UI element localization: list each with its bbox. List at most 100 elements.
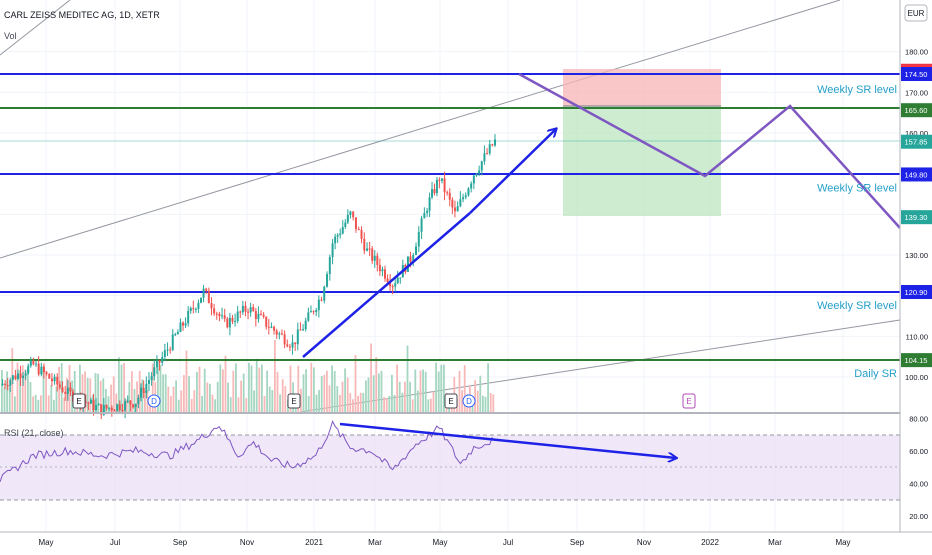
projected-path[interactable]: [518, 72, 901, 229]
candle-body: [169, 349, 172, 351]
candle-body: [50, 378, 53, 382]
candle-body: [4, 383, 7, 386]
volume-bar: [281, 379, 284, 412]
volume-bar: [484, 396, 487, 412]
volume-bar: [11, 348, 14, 412]
earnings-marker[interactable]: E: [72, 393, 86, 409]
candle-body: [354, 217, 357, 230]
candle-body: [207, 290, 210, 304]
volume-bar: [417, 390, 419, 412]
candle-body: [428, 197, 431, 211]
candle-body: [480, 161, 483, 171]
earnings-marker[interactable]: E: [287, 393, 301, 409]
candle-body: [48, 373, 51, 379]
volume-bar: [214, 399, 216, 412]
price-level-value: 174.50: [905, 70, 928, 79]
candle-body: [9, 379, 12, 386]
candle-body: [241, 305, 244, 313]
candle-body: [341, 227, 344, 234]
channel-upper-line[interactable]: [0, 0, 841, 259]
rsi-tick-label: 80.00: [909, 414, 928, 423]
candle-body: [331, 243, 334, 258]
volume-bar: [328, 385, 331, 412]
rsi-label[interactable]: RSI (21, close): [4, 428, 64, 438]
candle-body: [202, 288, 205, 298]
volume-bar: [138, 370, 141, 412]
dividend-marker[interactable]: D: [147, 394, 161, 408]
candle-body: [187, 311, 190, 324]
volume-bar: [34, 394, 37, 412]
time-tick-label: Sep: [173, 538, 188, 547]
candle-body: [166, 349, 169, 351]
projection-arrow[interactable]: [469, 129, 556, 214]
volume-bar: [84, 371, 86, 412]
candle-body: [312, 311, 315, 313]
volume-bar: [229, 397, 232, 412]
candle-body: [113, 410, 116, 412]
candle-body: [257, 313, 260, 320]
volume-bar: [89, 378, 92, 412]
candle-body: [386, 278, 389, 282]
volume-bar: [432, 391, 435, 412]
candle-body: [45, 372, 48, 374]
currency-button[interactable]: [904, 4, 928, 22]
candle-body: [66, 387, 69, 394]
price-level-labels: 175.30174.50166.45165.60157.85149.80139.…: [901, 63, 932, 368]
volume-bar: [326, 370, 328, 412]
time-tick-label: 2021: [305, 538, 323, 547]
candle-body: [394, 283, 397, 287]
volume-bar: [201, 396, 203, 412]
price-level-value: 165.60: [905, 106, 928, 115]
candle-body: [102, 404, 105, 415]
volume-bar: [307, 396, 310, 412]
volume-bar: [305, 369, 307, 412]
candle-body: [108, 407, 111, 409]
symbol-title[interactable]: CARL ZEISS MEDITEC AG, 1D, XETR: [4, 10, 160, 20]
volume-bar: [253, 390, 255, 412]
volume-bar: [131, 371, 133, 412]
price-tick-label: 170.00: [905, 88, 928, 97]
volume-label[interactable]: Vol: [4, 31, 17, 41]
volume-bar: [320, 376, 323, 412]
candle-body: [304, 320, 307, 330]
candle-body: [140, 387, 143, 398]
candle-body: [236, 311, 239, 322]
volume-bar: [385, 398, 388, 412]
candle-body: [475, 173, 478, 176]
earnings-marker[interactable]: E: [682, 393, 696, 409]
candle-body: [105, 404, 108, 409]
price-tick-label: 160.00: [905, 129, 928, 138]
candle-body: [171, 334, 174, 350]
candle-body: [189, 307, 192, 312]
volume-bar: [404, 381, 406, 412]
stop-loss-zone[interactable]: [563, 69, 721, 106]
volume-bar: [190, 398, 193, 412]
volume-bar: [261, 364, 263, 412]
candle-body: [24, 373, 27, 376]
volume-bar: [258, 367, 261, 412]
price-axis[interactable]: [900, 0, 932, 550]
uptrend-line[interactable]: [302, 212, 471, 358]
candle-body: [118, 404, 121, 410]
candle-body: [283, 334, 286, 345]
rsi-divergence-arrow[interactable]: [339, 422, 676, 458]
candle-body: [391, 286, 394, 288]
earnings-marker[interactable]: E: [444, 393, 458, 409]
candle-body: [121, 409, 124, 411]
svg-text:D: D: [466, 397, 472, 406]
volume-bar: [245, 398, 248, 412]
volume-bar: [27, 367, 29, 412]
time-axis-ticks: May Jul Sep Nov 2021 Mar May Jul Sep Nov 2022 Mar Ma…: [38, 538, 850, 547]
candle-body: [129, 400, 132, 405]
volume-bar: [209, 383, 211, 412]
price-tick-label: 100.00: [905, 373, 928, 382]
sr-annotation: Daily SR: [854, 368, 897, 380]
volume-bar: [1, 370, 3, 412]
dividend-marker[interactable]: D: [462, 394, 476, 408]
take-profit-zone[interactable]: [563, 106, 721, 216]
candle-body: [459, 199, 462, 207]
candle-body: [158, 360, 161, 363]
candle-body: [451, 199, 454, 208]
